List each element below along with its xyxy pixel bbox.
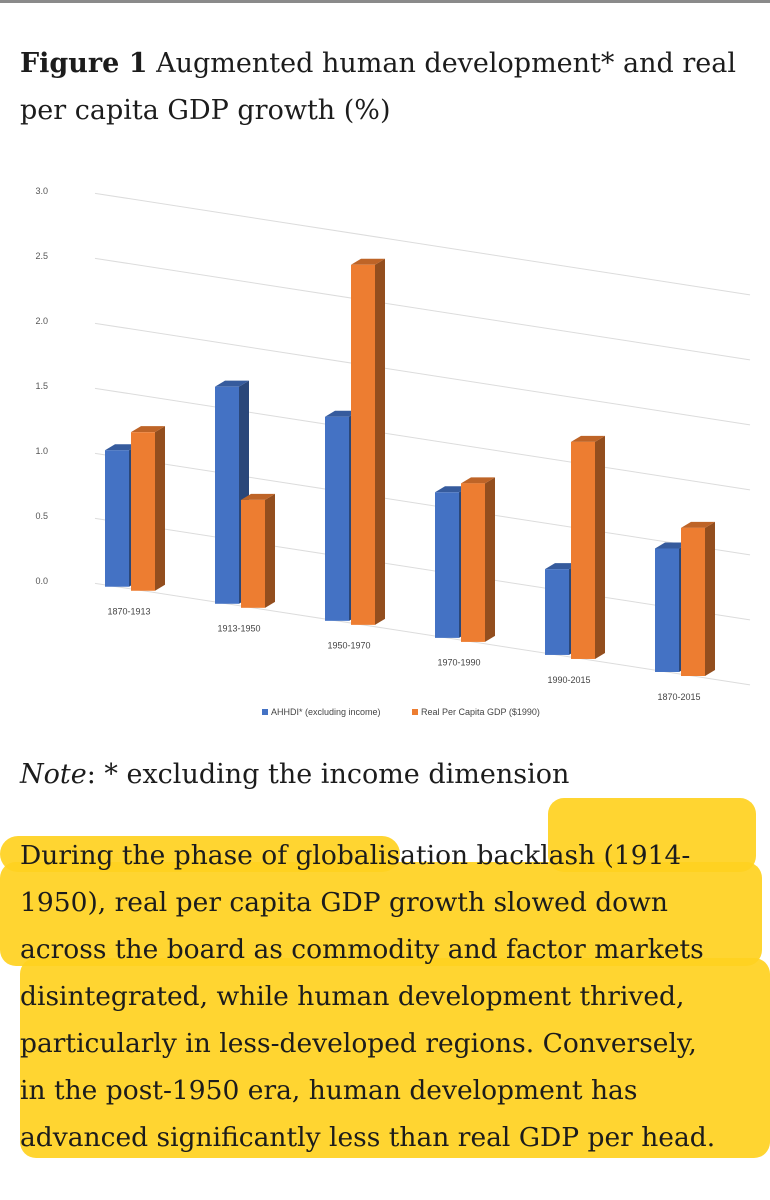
- x-tick-label: 1990-2015: [547, 675, 590, 685]
- highlight-mark: [0, 862, 762, 966]
- bar-side: [705, 521, 715, 677]
- paragraph-line: 1950), real per capita GDP growth slowed…: [20, 887, 668, 918]
- bar: [325, 416, 349, 621]
- y-axis-ticks: 0.0 0.5 1.0 1.5 2.0 2.5 3.0: [35, 186, 48, 586]
- legend-label: AHHDI* (excluding income): [271, 707, 381, 717]
- x-tick-label: 1913-1950: [217, 624, 260, 634]
- y-tick-label: 0.0: [35, 576, 48, 586]
- figure-title: Augmented human development* and real pe…: [20, 48, 736, 126]
- bar-top: [325, 410, 359, 417]
- paragraph-line: disintegrated, while human development t…: [20, 981, 685, 1012]
- figure-caption: Figure 1 Augmented human development* an…: [20, 40, 755, 134]
- bars: [105, 258, 715, 677]
- bar: [571, 441, 595, 659]
- legend-swatch: [262, 709, 268, 715]
- x-tick-label: 1870-2015: [657, 692, 700, 702]
- bar-top: [435, 486, 469, 493]
- y-tick-label: 2.0: [35, 316, 48, 326]
- y-tick-label: 0.5: [35, 511, 48, 521]
- bar-top: [681, 521, 715, 528]
- bar: [655, 548, 679, 672]
- gridline: [94, 322, 751, 426]
- x-axis-labels: 1870-1913 1913-1950 1950-1970 1970-1990 1990…: [107, 607, 700, 702]
- gridline: [94, 387, 751, 491]
- bar: [105, 450, 129, 587]
- bar: [681, 527, 705, 677]
- highlight-mark: [20, 958, 770, 1158]
- bar: [461, 483, 485, 642]
- bar-top: [131, 426, 165, 433]
- bar: [545, 569, 569, 655]
- bar-chart: 0.0 0.5 1.0 1.5 2.0 2.5 3.0 1870-1913 1913-1950…: [35, 186, 751, 717]
- note: Note: * excluding the income dimension: [20, 753, 569, 797]
- bar-top: [241, 493, 275, 500]
- x-tick-label: 1870-1913: [107, 607, 150, 617]
- bar-top: [655, 542, 689, 549]
- gridlines: [94, 192, 751, 686]
- legend-label: Real Per Capita GDP ($1990): [421, 707, 540, 717]
- y-tick-label: 3.0: [35, 186, 48, 196]
- gridline: [94, 192, 751, 296]
- bar: [131, 432, 155, 591]
- paragraph-line: in the post-1950 era, human development …: [20, 1075, 638, 1106]
- note-label: Note: [20, 759, 87, 790]
- paragraph: During the phase of globalisation backla…: [20, 832, 760, 1161]
- bar-side: [595, 435, 605, 659]
- gridline: [94, 257, 751, 361]
- bar-top: [571, 435, 605, 442]
- bar-top: [215, 380, 249, 387]
- bar-side: [265, 493, 275, 608]
- bar: [435, 492, 459, 638]
- bar-top: [351, 258, 385, 265]
- x-tick-label: 1950-1970: [327, 641, 370, 651]
- bar: [351, 264, 375, 625]
- x-tick-label: 1970-1990: [437, 658, 480, 668]
- figure-label: Figure 1: [20, 48, 148, 79]
- y-tick-label: 1.0: [35, 446, 48, 456]
- bar: [241, 499, 265, 608]
- gridline: [94, 582, 751, 686]
- highlight-mark: [548, 798, 756, 872]
- legend-swatch: [412, 709, 418, 715]
- legend: AHHDI* (excluding income) Real Per Capita…: [262, 707, 540, 717]
- bar-side: [375, 258, 385, 625]
- bar-side: [485, 477, 495, 642]
- bar-top: [461, 477, 495, 484]
- top-divider: [0, 0, 770, 3]
- note-text: : * excluding the income dimension: [86, 759, 570, 790]
- bar: [215, 386, 239, 604]
- paragraph-line: During the phase of globalisation backla…: [20, 840, 691, 871]
- y-tick-label: 1.5: [35, 381, 48, 391]
- paragraph-line: particularly in less-developed regions. …: [20, 1028, 697, 1059]
- y-tick-label: 2.5: [35, 251, 48, 261]
- paragraph-line: across the board as commodity and factor…: [20, 934, 704, 965]
- bar-top: [105, 444, 139, 451]
- bar-side: [155, 426, 165, 591]
- paragraph-line: advanced significantly less than real GD…: [20, 1122, 716, 1153]
- bar-top: [545, 563, 579, 570]
- gridline: [94, 517, 751, 621]
- gridline: [94, 452, 751, 556]
